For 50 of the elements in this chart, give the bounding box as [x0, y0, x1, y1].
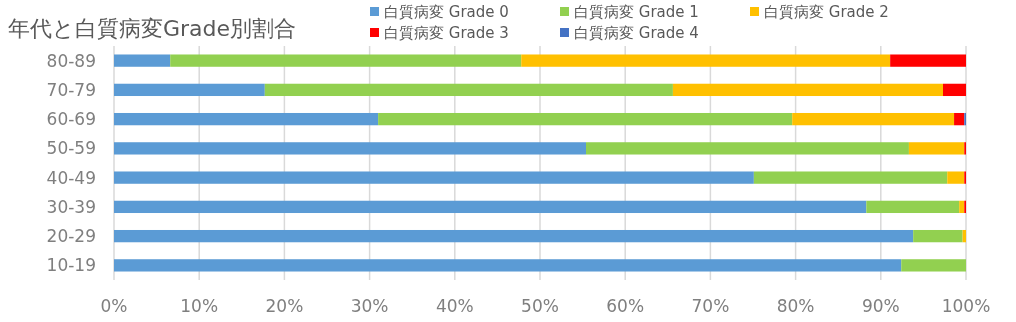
bar	[913, 229, 963, 243]
bar	[521, 54, 891, 67]
bar	[943, 83, 966, 97]
bar	[947, 171, 965, 184]
bar	[954, 112, 965, 126]
bar	[114, 171, 754, 184]
y-tick-label: 30-39	[46, 196, 96, 217]
bar	[114, 229, 914, 243]
x-tick-label: 70%	[691, 296, 730, 316]
bar	[264, 83, 673, 97]
bar	[114, 83, 265, 97]
bar	[672, 83, 943, 97]
bar	[901, 259, 966, 272]
x-tick-label: 90%	[861, 296, 900, 316]
bar	[114, 259, 902, 272]
legend-label: 白質病変 Grade 2	[764, 3, 889, 21]
x-tick-label: 0%	[100, 296, 128, 316]
x-tick-label: 20%	[265, 296, 304, 316]
legend-label: 白質病変 Grade 4	[574, 24, 699, 42]
y-tick-label: 40-49	[46, 167, 96, 188]
bar	[908, 142, 965, 155]
bar	[586, 142, 909, 155]
y-tick-label: 20-29	[46, 226, 96, 247]
x-tick-label: 30%	[350, 296, 389, 316]
x-tick-label: 60%	[606, 296, 645, 316]
bar	[866, 200, 960, 214]
x-tick-label: 80%	[776, 296, 815, 316]
x-tick-label: 50%	[521, 296, 559, 316]
bar	[114, 112, 379, 126]
x-tick-label: 10%	[180, 296, 219, 316]
y-tick-label: 60-69	[46, 109, 96, 130]
y-tick-label: 70-79	[46, 79, 96, 100]
bar	[890, 54, 966, 67]
bar	[792, 112, 955, 126]
bar	[959, 200, 965, 214]
y-tick-label: 50-59	[46, 138, 96, 159]
bar	[170, 54, 522, 67]
legend-label: 白質病変 Grade 1	[574, 3, 699, 21]
y-tick-label: 10-19	[46, 255, 96, 276]
y-tick-label: 80-89	[46, 50, 96, 71]
bar	[114, 54, 171, 67]
x-tick-label: 40%	[435, 296, 474, 316]
bar	[753, 171, 948, 184]
legend-label: 白質病変 Grade 0	[384, 3, 509, 21]
bar	[114, 200, 867, 214]
bar	[378, 112, 793, 126]
legend-label: 白質病変 Grade 3	[384, 24, 509, 42]
x-tick-label: 100%	[941, 296, 991, 316]
bar	[114, 142, 587, 155]
chart-title: 年代と白質病変Grade別割合	[8, 16, 297, 41]
